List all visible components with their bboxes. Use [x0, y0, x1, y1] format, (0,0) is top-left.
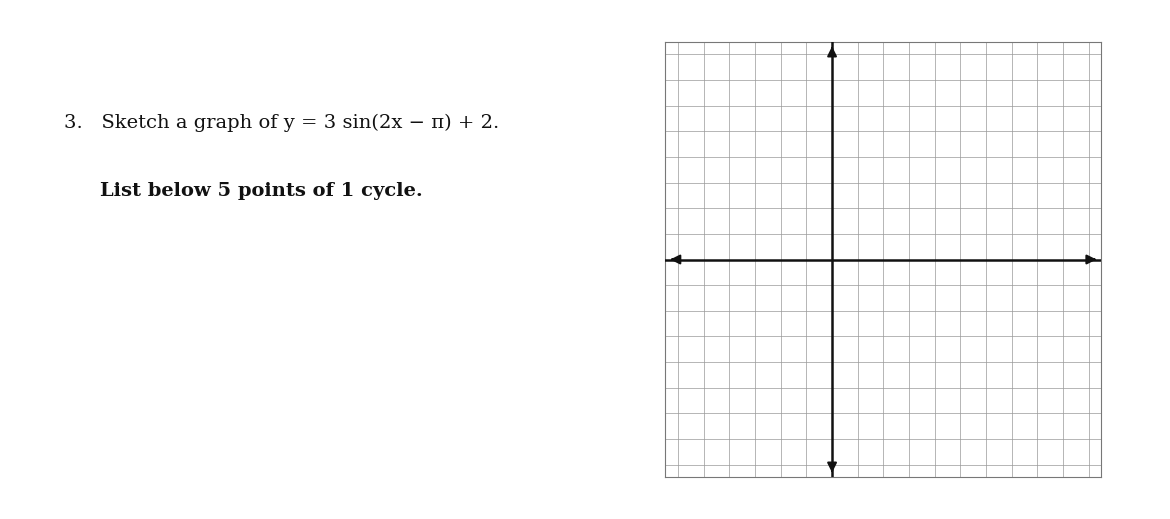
Text: 3.   Sketch a graph of y = 3 sin(2x − π) + 2.: 3. Sketch a graph of y = 3 sin(2x − π) +… [64, 114, 500, 132]
Text: List below 5 points of 1 cycle.: List below 5 points of 1 cycle. [99, 182, 422, 200]
